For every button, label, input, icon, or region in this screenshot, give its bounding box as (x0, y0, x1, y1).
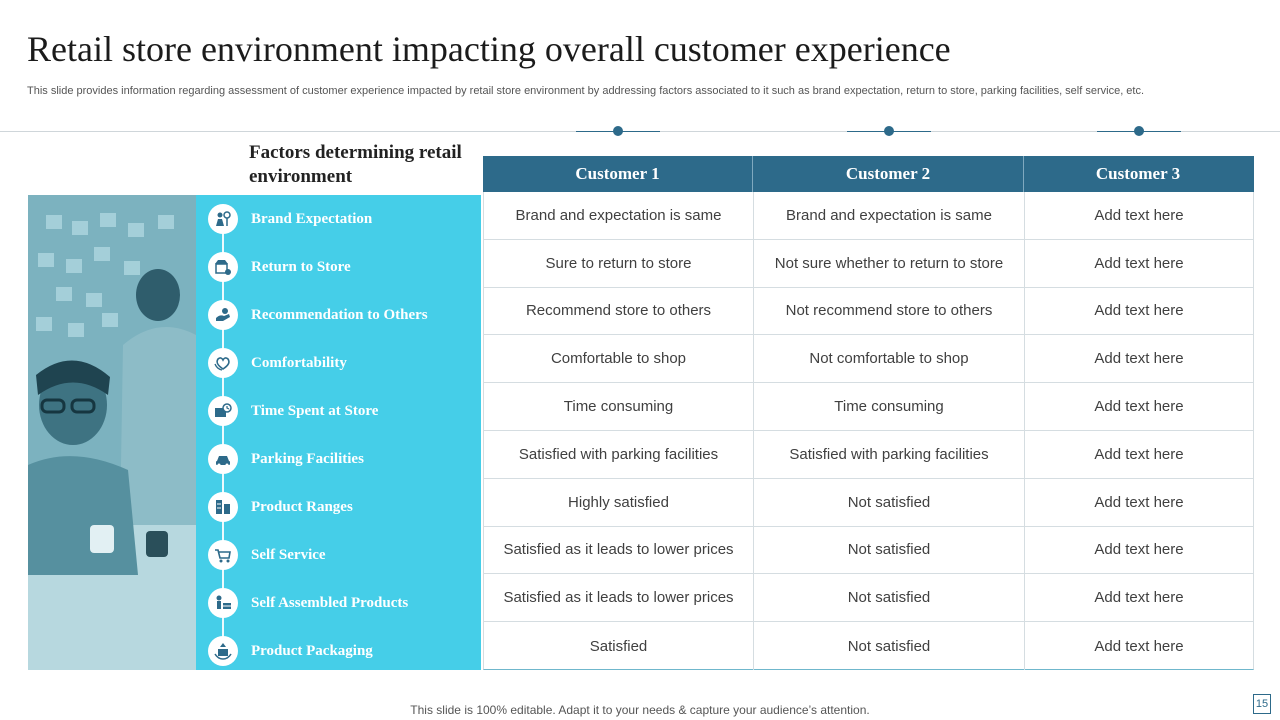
table-header: Customer 1 Customer 2 Customer 3 (483, 156, 1254, 192)
header-customer-2: Customer 2 (753, 156, 1024, 192)
header-customer-3: Customer 3 (1095, 164, 1181, 183)
factor-label: Self Assembled Products (251, 594, 409, 611)
comfort-icon (208, 348, 238, 378)
table-cell: Comfortable to shop (484, 335, 754, 383)
assembled-icon (208, 588, 238, 618)
table-cell: Not comfortable to shop (754, 335, 1025, 383)
factor-item: Parking Facilities (196, 435, 481, 483)
store-return-icon (208, 252, 238, 282)
slide-subtitle: This slide provides information regardin… (27, 85, 1145, 97)
table-cell: Time consuming (484, 383, 754, 430)
table-cell: Not satisfied (754, 574, 1025, 622)
factor-label: Parking Facilities (251, 450, 364, 467)
table-cell: Add text here (1094, 254, 1184, 272)
factor-item: Return to Store (196, 243, 481, 291)
factor-label: Return to Store (251, 258, 351, 275)
table-cell: Add text here (1094, 350, 1184, 368)
factor-item: Self Service (196, 531, 481, 579)
table-row: Sure to return to store Not sure whether… (484, 239, 1253, 288)
factor-label: Brand Expectation (251, 210, 373, 227)
table-cell: Add text here (1094, 206, 1184, 224)
factor-item: Comfortability (196, 339, 481, 387)
time-icon (208, 396, 238, 426)
column-marker-1 (576, 126, 660, 137)
table-cell: Add text here (1094, 589, 1184, 607)
table-cell: Sure to return to store (484, 239, 754, 287)
slide-footer: This slide is 100% editable. Adapt it to… (410, 703, 870, 717)
table-row: Brand and expectation is same Brand and … (484, 192, 1253, 240)
factor-item: Recommendation to Others (196, 291, 481, 339)
factor-label: Product Ranges (251, 498, 353, 515)
table-row: Highly satisfied Not satisfied Add text … (484, 478, 1253, 527)
table-cell: Brand and expectation is same (484, 192, 754, 239)
table-cell: Recommend store to others (484, 287, 754, 335)
table-cell: Brand and expectation is same (754, 192, 1025, 239)
factor-label: Time Spent at Store (251, 402, 379, 419)
table-row: Comfortable to shop Not comfortable to s… (484, 335, 1253, 384)
table-cell: Satisfied as it leads to lower prices (484, 574, 754, 622)
table-row: Recommend store to others Not recommend … (484, 287, 1253, 336)
table-cell: Not sure whether to return to store (754, 239, 1025, 287)
factor-label: Product Packaging (251, 642, 373, 659)
slide-title: Retail store environment impacting overa… (27, 29, 951, 69)
factor-item: Product Ranges (196, 483, 481, 531)
timeline-line (222, 215, 224, 647)
table-cell: Not satisfied (754, 526, 1025, 574)
product-range-icon (208, 492, 238, 522)
table-row: Satisfied Not satisfied Add text here (484, 622, 1253, 670)
factor-item: Time Spent at Store (196, 387, 481, 435)
table-cell: Highly satisfied (484, 478, 754, 526)
factor-item: Product Packaging (196, 627, 481, 675)
factor-label: Comfortability (251, 354, 347, 371)
table-row: Time consuming Time consuming Add text h… (484, 383, 1253, 431)
table-row: Satisfied as it leads to lower prices No… (484, 526, 1253, 575)
parking-icon (208, 444, 238, 474)
self-service-icon (208, 540, 238, 570)
column-marker-2 (847, 126, 931, 137)
comparison-table: Brand and expectation is same Brand and … (483, 192, 1254, 670)
column-marker-3 (1097, 126, 1181, 137)
factors-panel: Brand Expectation Return to Store Recomm… (196, 195, 481, 670)
recommend-icon (208, 300, 238, 330)
table-cell: Add text here (1094, 302, 1184, 320)
factor-label: Recommendation to Others (251, 306, 428, 323)
table-cell: Add text here (1094, 541, 1184, 559)
header-customer-1: Customer 1 (483, 156, 753, 192)
table-cell: Add text here (1094, 493, 1184, 511)
table-cell: Satisfied (484, 622, 754, 670)
packaging-icon (208, 636, 238, 666)
factors-heading: Factors determining retail environment (249, 142, 462, 187)
factor-label: Self Service (251, 546, 326, 563)
table-cell: Not satisfied (754, 478, 1025, 526)
table-cell: Satisfied as it leads to lower prices (484, 526, 754, 574)
factor-item: Self Assembled Products (196, 579, 481, 627)
table-row: Satisfied with parking facilities Satisf… (484, 430, 1253, 479)
table-cell: Add text here (1094, 637, 1184, 655)
factor-item: Brand Expectation (196, 195, 481, 243)
table-cell: Add text here (1094, 445, 1184, 463)
table-cell: Not satisfied (754, 622, 1025, 670)
table-row: Satisfied as it leads to lower prices No… (484, 574, 1253, 623)
table-cell: Satisfied with parking facilities (484, 430, 754, 478)
table-cell: Time consuming (754, 383, 1025, 430)
page-number: 15 (1253, 694, 1271, 714)
brand-icon (208, 204, 238, 234)
office-photo (28, 195, 196, 670)
table-cell: Add text here (1094, 398, 1184, 416)
table-cell: Satisfied with parking facilities (754, 430, 1025, 478)
table-cell: Not recommend store to others (754, 287, 1025, 335)
